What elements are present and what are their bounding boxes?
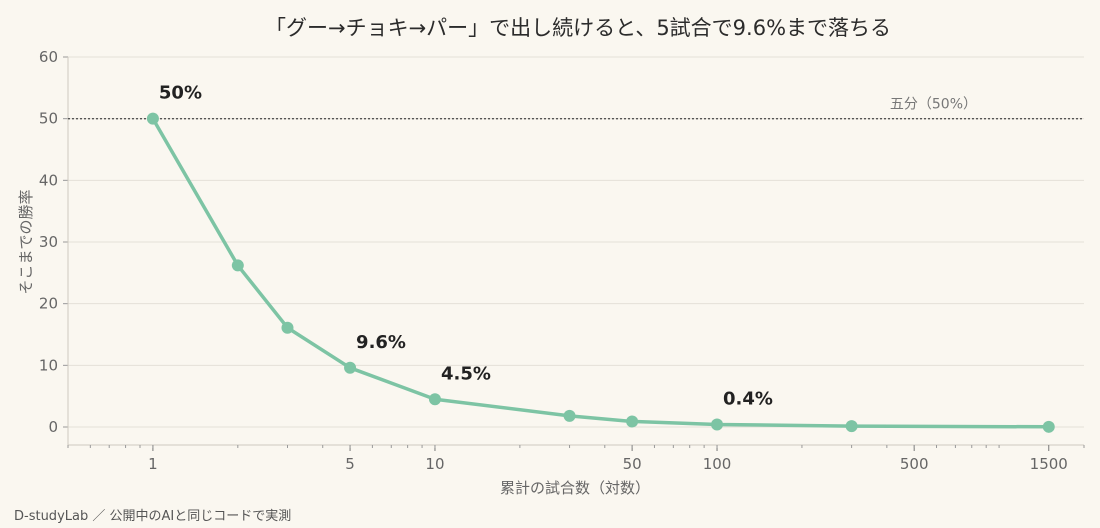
y-tick-label: 50 — [39, 110, 58, 128]
series-line — [151, 116, 1051, 429]
y-tick-label: 40 — [39, 171, 58, 189]
y-tick-label: 10 — [39, 356, 58, 374]
x-tick-label: 50 — [623, 455, 642, 473]
data-point — [281, 321, 294, 334]
footer-credit: D-studyLab ／ 公開中のAIと同じコードで実測 — [14, 508, 291, 524]
data-point — [1042, 420, 1055, 433]
reference-line-group: 五分（50%） — [68, 97, 1084, 120]
data-point — [845, 420, 858, 433]
x-tick-label: 1500 — [1030, 455, 1068, 473]
data-point — [563, 409, 576, 422]
x-tick-label: 1 — [148, 455, 158, 473]
y-tick-label: 30 — [39, 233, 58, 251]
data-point — [146, 112, 159, 125]
data-label: 50% — [159, 83, 202, 104]
x-tick-label: 5 — [345, 455, 355, 473]
data-label: 9.6% — [356, 332, 406, 353]
x-tick-label: 500 — [900, 455, 929, 473]
y-tick-label: 0 — [48, 418, 58, 436]
data-label: 4.5% — [441, 363, 491, 384]
data-point — [344, 361, 357, 374]
axes: 0 10 20 30 40 50 60 1 5 10 50 100 500 1500 — [39, 48, 1085, 473]
data-labels: 50% 9.6% 4.5% 0.4% — [159, 83, 773, 410]
data-point — [626, 415, 639, 428]
y-axis-label: そこまでの勝率 — [17, 189, 35, 294]
chart-title: 「グー→チョキ→パー」で出し続けると、5試合で9.6%まで落ちる — [265, 16, 891, 40]
data-point — [711, 418, 724, 431]
data-point — [231, 259, 244, 272]
x-axis-label: 累計の試合数（対数） — [500, 479, 650, 497]
series-group — [146, 112, 1055, 433]
x-tick-label: 100 — [703, 455, 732, 473]
y-tick-label: 60 — [39, 48, 58, 66]
reference-line-label: 五分（50%） — [890, 97, 977, 113]
x-tick-label: 10 — [425, 455, 444, 473]
y-tick-label: 20 — [39, 295, 58, 313]
data-point — [428, 393, 441, 406]
data-label: 0.4% — [723, 389, 773, 410]
